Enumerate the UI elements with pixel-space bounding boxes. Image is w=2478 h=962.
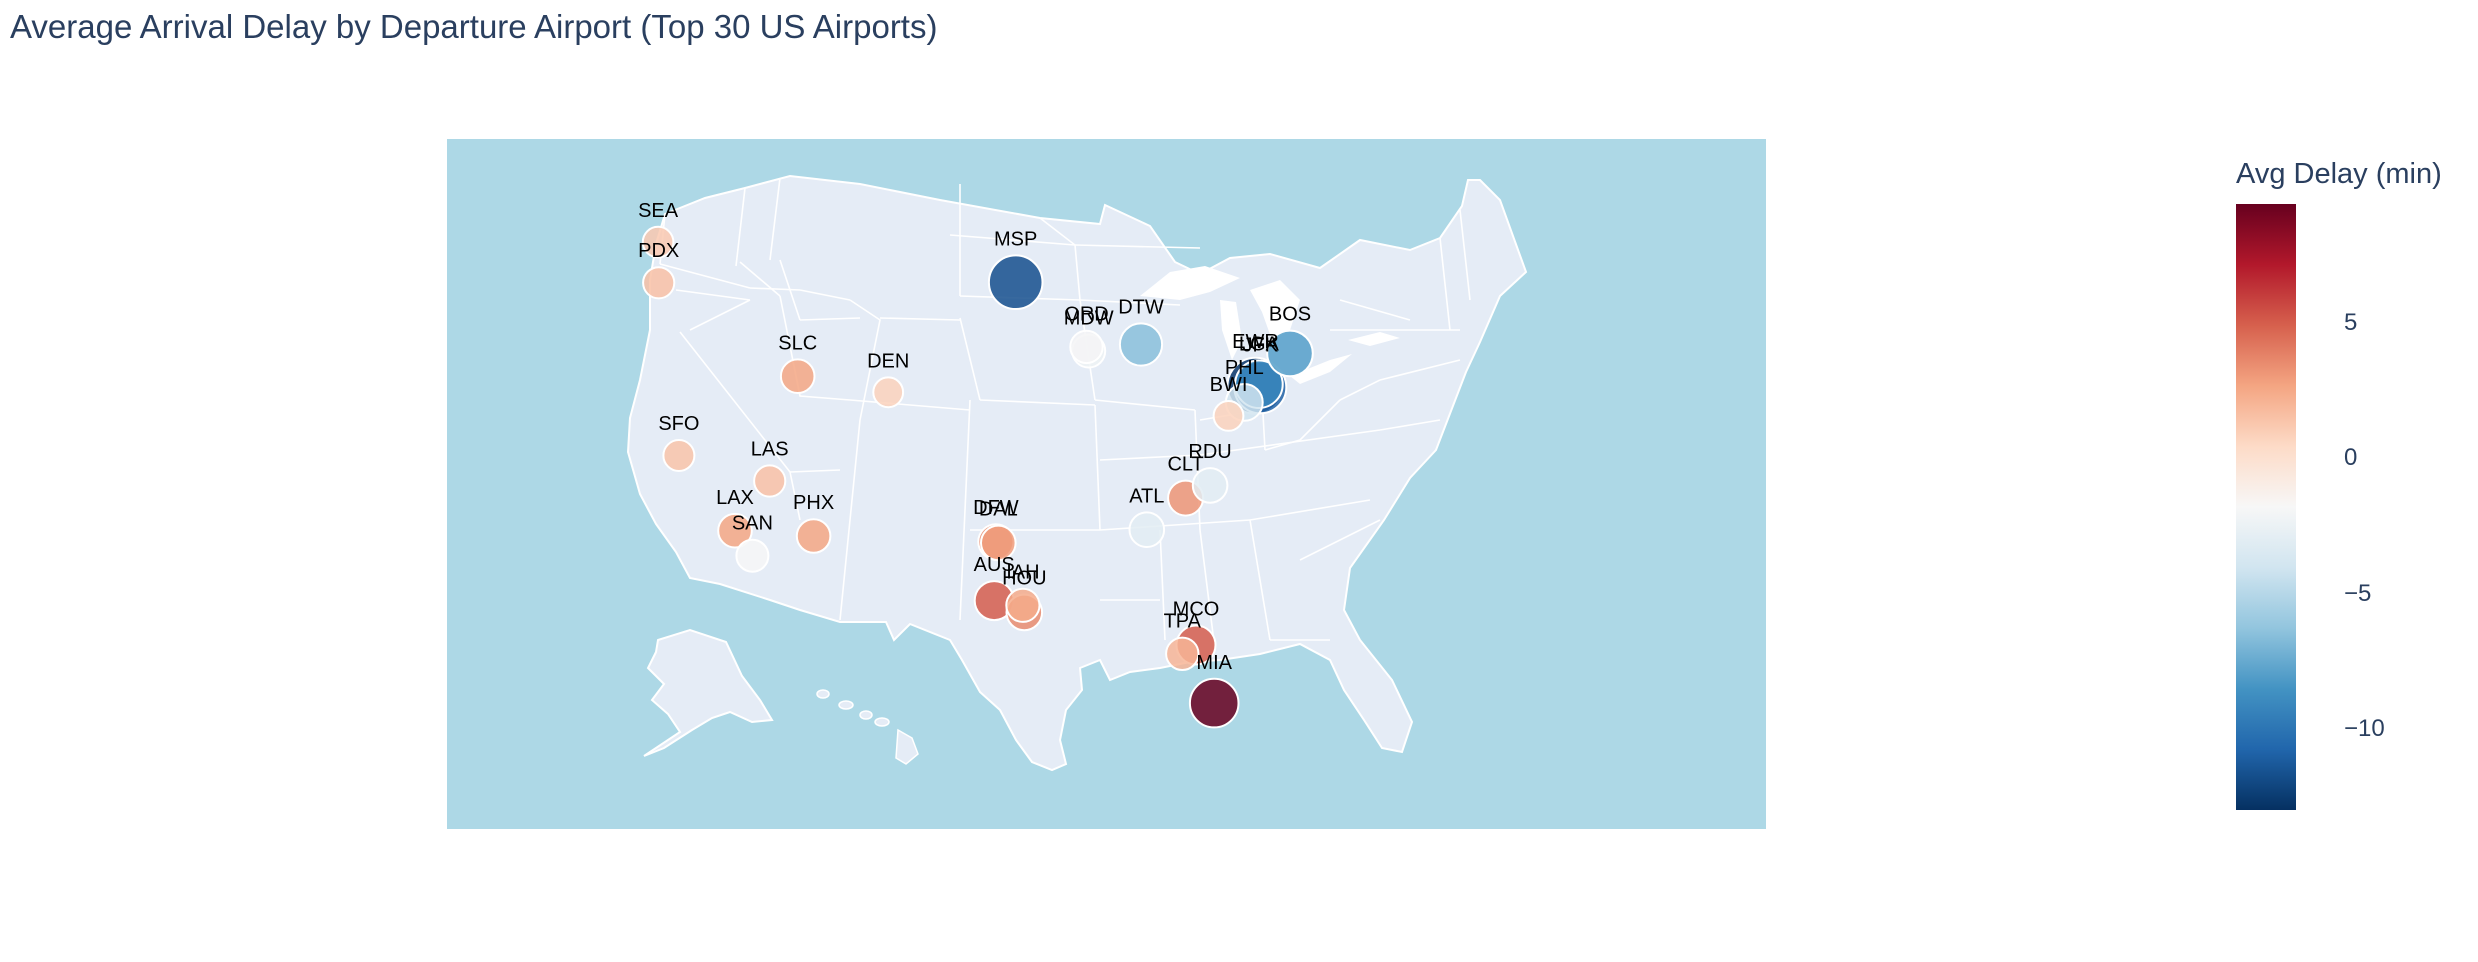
airport-marker-lax[interactable] xyxy=(717,512,753,549)
airport-marker-sfo[interactable] xyxy=(662,439,696,472)
airport-markers xyxy=(641,225,1314,729)
colorbar xyxy=(2236,204,2296,810)
airport-label-bos: BOS xyxy=(1269,304,1311,326)
airport-marker-msp[interactable] xyxy=(987,254,1044,311)
airport-label-phx: PHX xyxy=(793,492,834,514)
airport-label-sfo: SFO xyxy=(658,413,699,435)
airport-marker-slc[interactable] xyxy=(779,358,816,395)
airport-marker-atl[interactable] xyxy=(1128,511,1166,549)
airport-label-iah: IAH xyxy=(1006,562,1039,584)
state-borders xyxy=(659,177,1471,651)
airport-marker-las[interactable] xyxy=(753,464,787,498)
airport-label-phl: PHL xyxy=(1225,357,1264,379)
airport-marker-iah[interactable] xyxy=(1005,587,1041,623)
airport-marker-pdx[interactable] xyxy=(642,266,676,300)
hawaii-islands xyxy=(816,689,919,765)
airport-label-hou: HOU xyxy=(1002,568,1046,590)
airport-label-rdu: RDU xyxy=(1188,441,1231,463)
chart-title: Average Arrival Delay by Departure Airpo… xyxy=(10,8,938,45)
airport-label-aus: AUS xyxy=(974,554,1015,576)
airport-label-ord: ORD xyxy=(1064,304,1108,326)
airport-label-den: DEN xyxy=(867,350,909,372)
colorbar-title: Avg Delay (min) xyxy=(2236,158,2442,190)
airport-marker-dal[interactable] xyxy=(980,524,1017,562)
airport-marker-mia[interactable] xyxy=(1188,677,1240,729)
airport-label-las: LAS xyxy=(751,438,789,460)
airport-label-mdw: MDW xyxy=(1064,308,1114,330)
airport-label-dtw: DTW xyxy=(1118,296,1164,318)
airport-label-lax: LAX xyxy=(716,487,754,509)
airport-marker-ord[interactable] xyxy=(1069,329,1104,365)
us-landmass xyxy=(626,174,1528,772)
colorbar-tick-label: −10 xyxy=(2344,714,2385,742)
airport-label-tpa: TPA xyxy=(1164,611,1202,633)
airport-label-clt: CLT xyxy=(1167,454,1203,476)
alaska-landmass xyxy=(643,628,774,757)
colorbar-tick-label: −5 xyxy=(2344,579,2372,607)
airport-label-ewr: EWR xyxy=(1232,331,1279,353)
great-lakes xyxy=(1140,266,1400,384)
airport-marker-sea[interactable] xyxy=(641,225,675,259)
airport-label-jfk: JFK xyxy=(1243,334,1279,356)
airport-label-sea: SEA xyxy=(638,200,679,222)
airport-marker-bos[interactable] xyxy=(1266,329,1314,378)
airport-label-san: SAN xyxy=(732,513,773,535)
airport-marker-bwi[interactable] xyxy=(1212,400,1245,432)
airport-label-pdx: PDX xyxy=(638,240,679,262)
airport-label-dal: DAL xyxy=(979,499,1018,521)
colorbar-tick-label: 5 xyxy=(2344,309,2358,336)
airport-marker-rdu[interactable] xyxy=(1191,467,1229,504)
airport-label-dfw: DFW xyxy=(973,497,1019,519)
airport-marker-tpa[interactable] xyxy=(1165,636,1200,671)
airport-marker-phx[interactable] xyxy=(795,518,832,554)
airport-label-mco: MCO xyxy=(1173,599,1220,621)
colorbar-tick-label: 0 xyxy=(2344,444,2358,472)
airport-label-mia: MIA xyxy=(1196,652,1232,674)
airport-label-atl: ATL xyxy=(1129,485,1164,507)
airport-label-slc: SLC xyxy=(778,332,817,354)
airport-marker-den[interactable] xyxy=(872,376,905,409)
airport-label-bwi: BWI xyxy=(1210,374,1248,396)
airport-marker-san[interactable] xyxy=(735,538,770,573)
airport-label-msp: MSP xyxy=(994,228,1037,250)
airport-marker-dtw[interactable] xyxy=(1118,322,1164,367)
airport-label-lga: LGA xyxy=(1239,333,1280,355)
